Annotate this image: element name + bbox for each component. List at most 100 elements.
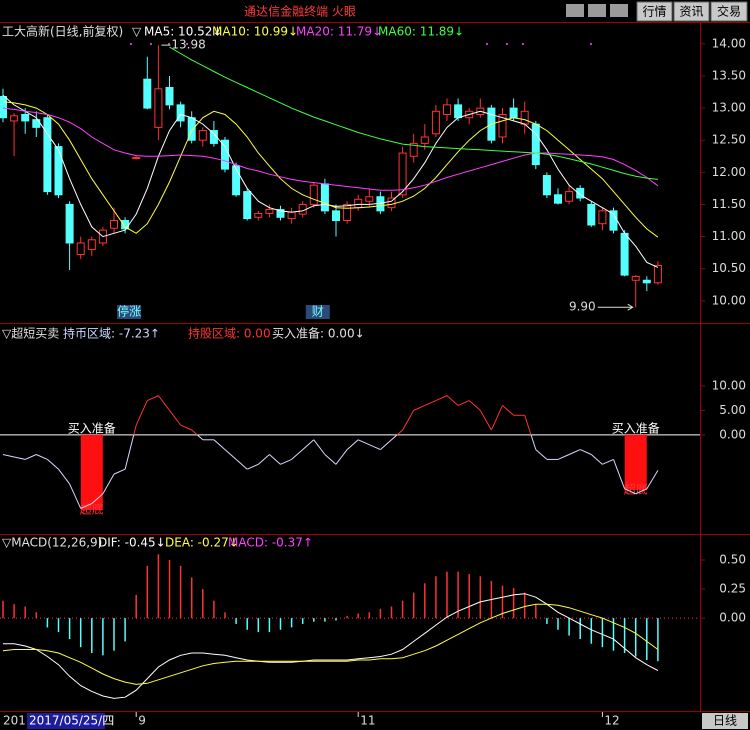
oscillator-segment bbox=[369, 444, 381, 451]
oscillator-segment bbox=[124, 434, 135, 470]
oscillator-segment bbox=[13, 456, 26, 460]
oscillator-segment bbox=[47, 459, 59, 470]
candle-body bbox=[542, 175, 551, 196]
candle-body bbox=[21, 114, 30, 122]
indicator-line bbox=[3, 593, 659, 699]
candle-body bbox=[209, 130, 218, 144]
candle-body bbox=[387, 197, 396, 209]
candle-body bbox=[243, 191, 252, 220]
signal-bar bbox=[624, 434, 647, 490]
oscillator-segment bbox=[624, 488, 636, 495]
oscillator-segment bbox=[257, 454, 270, 465]
oscillator-segment bbox=[557, 454, 570, 460]
tab-button-label[interactable]: 资讯 bbox=[679, 5, 703, 19]
y-tick-label: 11.50 bbox=[712, 197, 746, 211]
indicator-line bbox=[2, 107, 659, 191]
panel-header: DEA: -0.27↓ bbox=[165, 536, 239, 550]
candle-body bbox=[265, 209, 274, 214]
signal-bar bbox=[80, 434, 103, 510]
tab-button-label[interactable]: 行情 bbox=[642, 5, 666, 19]
candle-body bbox=[509, 107, 518, 119]
signal-dots bbox=[130, 43, 592, 45]
tab-button[interactable] bbox=[636, 1, 673, 22]
oscillator-segment bbox=[530, 434, 537, 450]
oscillator-segment bbox=[135, 400, 148, 426]
tab-button[interactable] bbox=[673, 1, 710, 22]
dot bbox=[590, 43, 592, 45]
candle-body bbox=[598, 210, 607, 225]
oscillator-segment bbox=[490, 405, 503, 431]
candle-body bbox=[398, 152, 407, 196]
y-tick-label: 12.50 bbox=[712, 133, 746, 147]
panel-header: MA60: 11.89↓ bbox=[378, 25, 464, 39]
candle-body bbox=[343, 203, 352, 222]
tab-button[interactable] bbox=[710, 1, 748, 22]
oscillator-segment bbox=[524, 415, 532, 436]
oscillator-segment bbox=[579, 449, 592, 455]
dot bbox=[168, 43, 170, 45]
candle-body bbox=[198, 130, 207, 141]
candle-body bbox=[520, 110, 529, 125]
oscillator-segment bbox=[391, 434, 398, 441]
panel-header: ▽ bbox=[132, 25, 142, 39]
oscillator-segment bbox=[302, 439, 315, 450]
menu-button[interactable] bbox=[566, 4, 584, 17]
candle-body bbox=[176, 104, 185, 122]
dot bbox=[150, 43, 152, 45]
candle-body bbox=[531, 123, 540, 166]
oscillator-segment bbox=[213, 439, 226, 450]
candle-body bbox=[332, 210, 340, 222]
dot bbox=[486, 43, 488, 45]
candle-body bbox=[587, 203, 596, 226]
oscillator-segment bbox=[246, 463, 259, 470]
cursor-date-box bbox=[27, 713, 105, 729]
oscillator-segment bbox=[133, 424, 137, 436]
candle-body bbox=[0, 96, 7, 119]
oscillator-segment bbox=[169, 410, 181, 426]
y-tick-label: 5.00 bbox=[719, 403, 746, 417]
oscillator-segment bbox=[24, 454, 37, 460]
candle-body bbox=[154, 88, 163, 128]
y-tick-label: 0.50 bbox=[719, 553, 746, 567]
panel-header: MA10: 10.99↓ bbox=[212, 25, 298, 39]
panel-header: 买入准备: 0.00↓ bbox=[272, 327, 365, 341]
candle-body bbox=[132, 157, 141, 160]
close-button[interactable] bbox=[610, 4, 628, 17]
oscillator-segment bbox=[196, 434, 204, 441]
app-title: 通达信金融终端 火眼 bbox=[244, 4, 356, 19]
annotation-label: 13.98 bbox=[171, 38, 205, 52]
candle-body bbox=[121, 220, 130, 230]
oscillator-segment bbox=[457, 400, 470, 406]
minimize-button[interactable] bbox=[588, 4, 606, 17]
candle-body bbox=[309, 184, 318, 205]
candle-body bbox=[54, 146, 63, 196]
indicator-line bbox=[2, 603, 659, 685]
panel-header: MACD: -0.37↑ bbox=[228, 536, 313, 550]
oscillator-segment bbox=[424, 400, 437, 406]
oscillator-segment bbox=[635, 488, 648, 495]
oscillator-segment bbox=[180, 424, 192, 431]
oscillator-segment bbox=[590, 454, 603, 465]
oscillator-segment bbox=[102, 473, 115, 495]
y-tick-label: 0.25 bbox=[719, 582, 746, 596]
oscillator-segment bbox=[468, 400, 481, 411]
candle-body bbox=[576, 187, 585, 199]
dot bbox=[130, 43, 132, 45]
oscillator-segment bbox=[646, 470, 659, 490]
indicator-line bbox=[169, 46, 658, 180]
candle-body bbox=[631, 275, 640, 281]
oscillator-segment bbox=[280, 458, 292, 465]
oscillator-segment bbox=[402, 410, 415, 431]
oscillator-segment bbox=[535, 449, 548, 460]
panel-header: 工大高新(日线,前复权) bbox=[2, 24, 123, 39]
period-button[interactable] bbox=[702, 713, 748, 729]
tag-label: 财 bbox=[312, 305, 324, 319]
signal-above: 买入准备 bbox=[612, 421, 660, 435]
candle-body bbox=[454, 104, 463, 119]
footer-left: 201 bbox=[3, 714, 26, 728]
tab-button-label[interactable]: 交易 bbox=[717, 4, 741, 19]
y-tick-label: 13.50 bbox=[712, 68, 746, 82]
candle-body bbox=[354, 198, 363, 209]
period-label[interactable]: 日线 bbox=[713, 714, 737, 728]
